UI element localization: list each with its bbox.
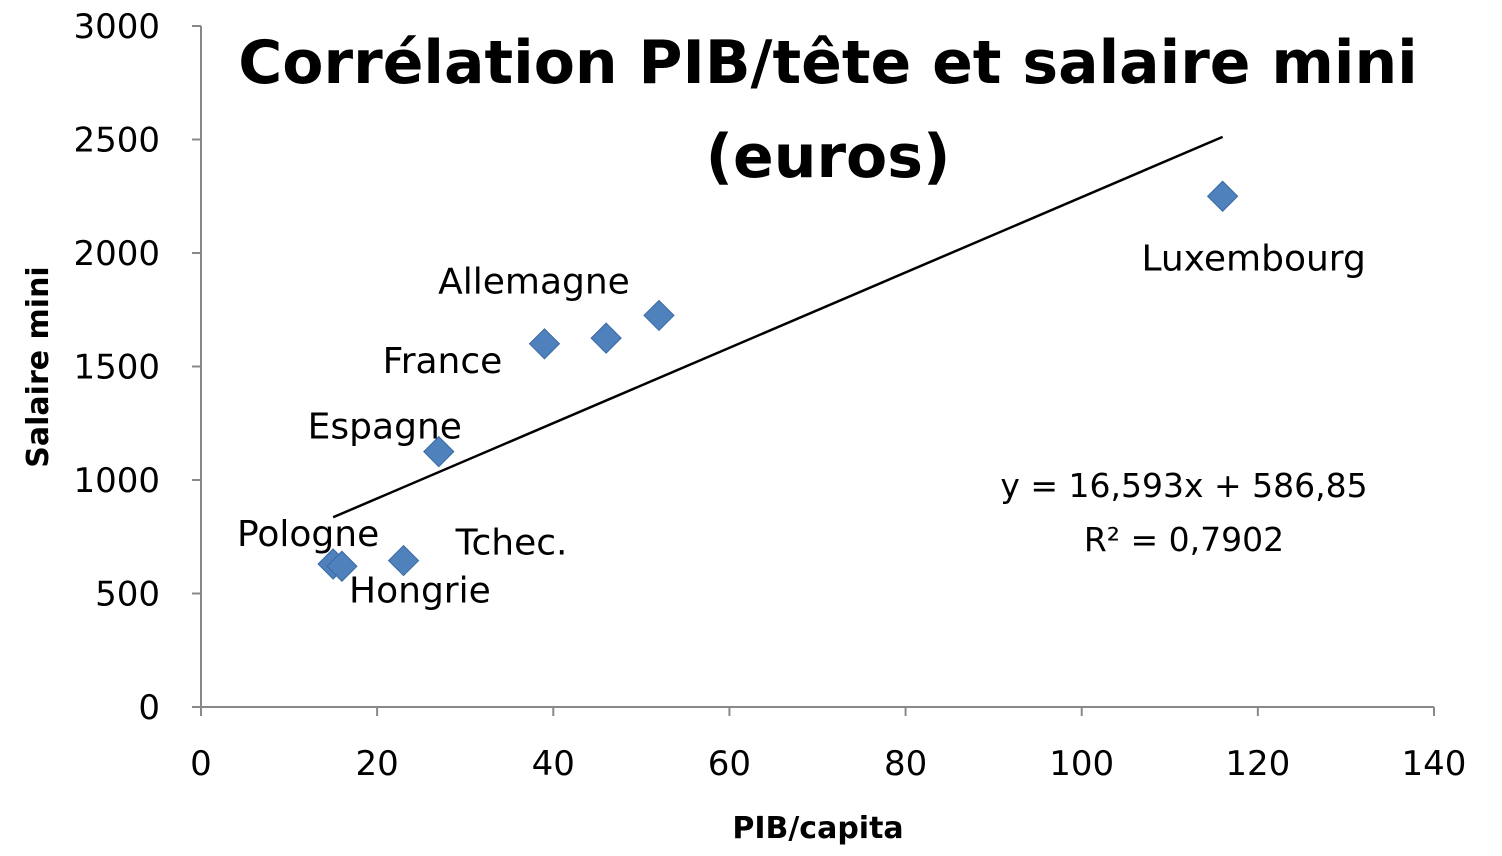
x-tick-label: 0 (190, 744, 212, 784)
point-label: France (383, 341, 503, 382)
trendline-group (332, 135, 1224, 519)
point-label: Allemagne (438, 261, 630, 302)
point-label: Espagne (308, 407, 462, 448)
data-point (643, 299, 675, 332)
y-tick-label: 1500 (73, 348, 160, 388)
tick-group: 0 20 40 60 80 100 120 140 0 500 1000 1500 2000 2500 30… (73, 7, 1466, 784)
point-label: Tchec. (455, 523, 568, 564)
x-tick-label: 60 (708, 744, 751, 784)
point-labels-group: Pologne Hongrie Tchec. Espagne France Allemag… (237, 238, 1366, 611)
data-point (528, 328, 561, 360)
y-tick-label: 0 (138, 688, 160, 728)
data-point (590, 322, 622, 354)
x-axis-title: PIB/capita (732, 811, 903, 846)
x-tick-label: 80 (884, 744, 927, 784)
trendline (332, 135, 1224, 519)
data-point (326, 550, 358, 582)
y-tick-label: 2500 (73, 121, 160, 161)
y-tick-label: 3000 (73, 7, 160, 47)
data-point (423, 435, 455, 468)
x-tick-label: 100 (1049, 744, 1114, 784)
x-tick-label: 140 (1402, 744, 1467, 784)
y-axis-title: Salaire mini (21, 266, 56, 467)
points-group (317, 180, 1239, 582)
trendline-equation: y = 16,593x + 586,85 (1000, 466, 1367, 505)
y-tick-label: 1000 (73, 461, 160, 501)
chart-title-line-2: (euros) (706, 122, 951, 192)
point-label: Pologne (237, 514, 379, 555)
y-tick-label: 500 (95, 575, 160, 615)
x-tick-label: 40 (532, 744, 575, 784)
y-tick-label: 2000 (73, 234, 160, 274)
chart-title-line-1: Corrélation PIB/tête et salaire mini (238, 28, 1417, 98)
point-label: Hongrie (349, 570, 491, 611)
trendline-r-squared: R² = 0,7902 (1084, 520, 1284, 559)
data-point (387, 544, 420, 577)
x-tick-label: 20 (356, 744, 399, 784)
point-label: Luxembourg (1141, 238, 1365, 279)
x-tick-label: 120 (1225, 744, 1290, 784)
data-point (1206, 180, 1239, 212)
